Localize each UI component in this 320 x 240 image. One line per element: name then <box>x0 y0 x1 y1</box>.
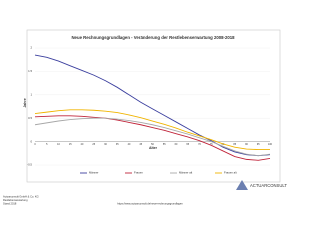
footer-text: Actuarconsult GmbH & Co. KG <box>3 195 39 199</box>
legend-label: Männer alt <box>179 171 192 175</box>
chart-title: Neue Rechnungsgrundlagen - Veränderung d… <box>71 35 235 40</box>
x-tick-label: 25 <box>92 143 95 146</box>
footer-text: Restlebenserwartung <box>3 198 28 202</box>
y-tick-label: -0.5 <box>27 163 32 167</box>
legend-label: Frauen <box>134 171 143 175</box>
x-tick-label: 10 <box>57 143 60 146</box>
x-tick-label: 90 <box>245 143 248 146</box>
x-tick-label: 0 <box>34 143 36 146</box>
footer-url: https://www.actuarconsult.de/neue-rechnu… <box>117 202 183 206</box>
x-tick-label: 85 <box>233 143 236 146</box>
chart: Neue Rechnungsgrundlagen - Veränderung d… <box>3 29 287 206</box>
chart-frame <box>26 29 281 183</box>
y-tick-label: 0 <box>30 139 32 143</box>
y-tick-label: 1.5 <box>28 69 32 73</box>
y-tick-label: 0.5 <box>28 116 32 120</box>
x-tick-label: 65 <box>186 143 189 146</box>
y-axis-label: Jahre <box>23 98 27 107</box>
x-tick-label: 55 <box>163 143 166 146</box>
x-tick-label: 95 <box>257 143 260 146</box>
x-tick-label: 35 <box>116 143 119 146</box>
x-tick-label: 40 <box>128 143 131 146</box>
series-line <box>34 115 271 161</box>
y-tick-label: 2 <box>30 46 32 50</box>
x-tick-label: 45 <box>139 143 142 146</box>
legend-label: Männer <box>89 171 99 175</box>
series-line <box>34 109 270 151</box>
x-tick-label: 75 <box>210 143 213 146</box>
x-tick-label: 50 <box>151 143 154 146</box>
x-tick-label: 30 <box>104 143 107 146</box>
logo: ACTUARCONSULT <box>236 180 287 190</box>
x-tick-label: 70 <box>198 143 201 146</box>
page: Neue Rechnungsgrundlagen - Veränderung d… <box>3 29 288 206</box>
series-line <box>34 54 271 157</box>
footer-text: Stand 2018 <box>3 202 17 206</box>
x-tick-label: 60 <box>175 143 178 146</box>
x-axis-label: Alter <box>149 146 158 150</box>
x-tick-label: 15 <box>69 143 72 146</box>
x-tick-label: 20 <box>81 143 84 146</box>
series-line <box>34 117 271 157</box>
x-tick-label: 5 <box>46 143 48 146</box>
x-tick-label: 100 <box>268 143 273 146</box>
logo-icon <box>236 180 248 190</box>
logo-text: ACTUARCONSULT <box>250 183 287 188</box>
x-tick-label: 80 <box>222 143 225 146</box>
legend-label: Frauen alt <box>224 171 237 175</box>
y-tick-label: 1 <box>30 93 32 97</box>
